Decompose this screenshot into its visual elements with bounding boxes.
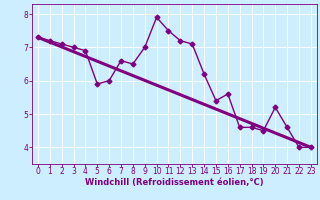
X-axis label: Windchill (Refroidissement éolien,°C): Windchill (Refroidissement éolien,°C) bbox=[85, 178, 264, 187]
